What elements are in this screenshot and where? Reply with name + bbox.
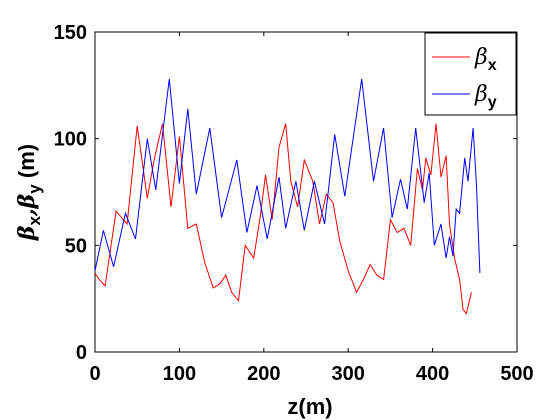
legend-beta-x-sub: x (488, 57, 497, 74)
y-tick-label: 150 (54, 22, 87, 44)
series-lines (94, 78, 481, 315)
legend-beta-x-symbol: β (474, 45, 488, 70)
legend-beta-y-symbol: β (474, 82, 488, 107)
y-label-sub-y: y (25, 184, 44, 194)
x-tick-label: 400 (416, 363, 449, 385)
legend: βx βy (424, 32, 517, 116)
x-axis-label: z(m) (287, 394, 332, 419)
beta-y-line (94, 78, 481, 274)
y-axis-label: βx,βy (m) (14, 144, 44, 241)
y-tick-label: 50 (65, 235, 87, 257)
x-tick-label: 300 (332, 363, 365, 385)
legend-beta-y-sub: y (488, 94, 497, 111)
legend-label-beta-x: βx (474, 45, 497, 74)
x-tick-label: 100 (163, 363, 196, 385)
y-label-beta-x: β (14, 225, 40, 241)
beta-x-line (94, 123, 472, 315)
x-tick-label: 0 (89, 363, 100, 385)
legend-label-beta-y: βy (474, 82, 497, 111)
y-label-sub-x: x (25, 215, 44, 225)
x-axis: 0 100 200 300 400 500 (89, 32, 534, 385)
x-tick-label: 200 (247, 363, 280, 385)
y-axis: 0 50 100 150 (54, 22, 517, 364)
y-tick-label: 100 (54, 129, 87, 151)
y-label-unit: (m) (14, 144, 39, 184)
y-tick-label: 0 (76, 342, 87, 364)
legend-box (424, 32, 517, 116)
x-tick-label: 500 (500, 363, 533, 385)
y-label-beta-y: ,β (14, 193, 40, 217)
